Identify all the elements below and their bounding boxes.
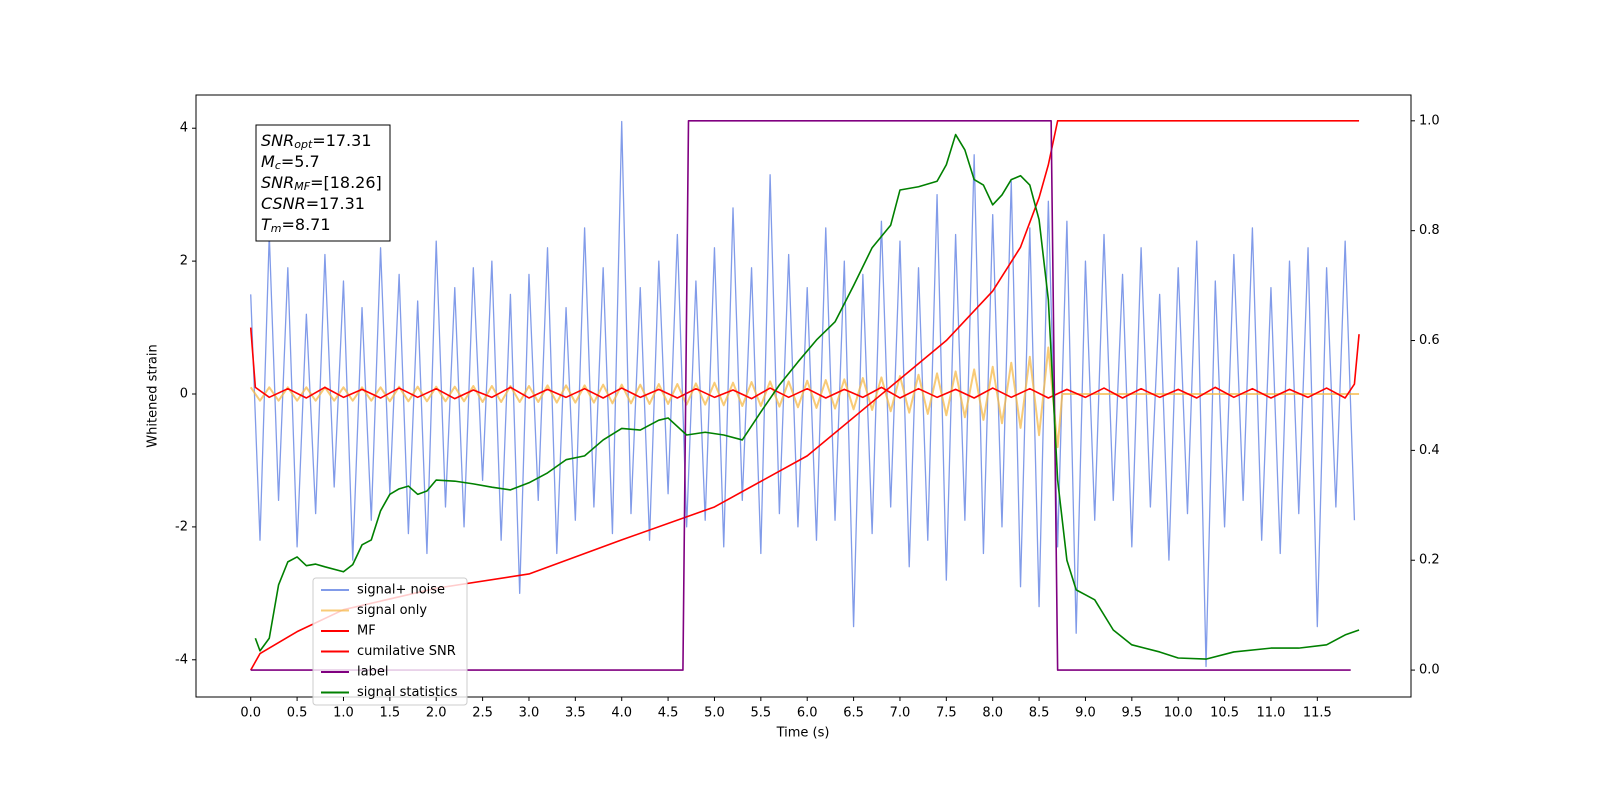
x-axis-label: Time (s) bbox=[776, 726, 830, 741]
legend-box bbox=[312, 577, 468, 706]
annotation-base: CSNR bbox=[261, 194, 306, 213]
x-tick-label: 5.5 bbox=[750, 706, 771, 721]
y-axis-label: Whitened strain bbox=[146, 344, 161, 447]
legend-label: signal+ noise bbox=[357, 583, 445, 598]
annotation: Mc=5.7 bbox=[261, 152, 320, 173]
series-line bbox=[254, 133, 1360, 660]
annotation-base: SNR bbox=[261, 173, 294, 192]
annotation: SNRopt=17.31 bbox=[261, 131, 372, 152]
annotation-text: =17.31 bbox=[306, 194, 365, 213]
annotation: SNRMF=[18.26] bbox=[261, 173, 382, 194]
x-tick-label: 2.0 bbox=[426, 706, 447, 721]
x-tick-label: 6.0 bbox=[797, 706, 818, 721]
y-tick-label: -2 bbox=[175, 519, 188, 534]
y-tick-label: -4 bbox=[175, 652, 188, 667]
x-tick-label: 8.5 bbox=[1029, 706, 1050, 721]
annotation-sub: opt bbox=[294, 138, 313, 151]
y-tick-label: 4 bbox=[180, 121, 188, 136]
annotation-text: =17.31 bbox=[312, 131, 371, 150]
y2-tick-label: 0.2 bbox=[1419, 553, 1440, 568]
series-line bbox=[250, 120, 1356, 668]
x-tick-label: 0.5 bbox=[287, 706, 308, 721]
annotation-text: =8.71 bbox=[282, 215, 331, 234]
annotation-base: SNR bbox=[261, 131, 294, 150]
x-tick-label: 9.5 bbox=[1121, 706, 1142, 721]
annotation-text: =5.7 bbox=[281, 152, 320, 171]
annotation: Tm=8.71 bbox=[261, 215, 331, 236]
overlay: SNRopt=17.31Mc=5.7SNRMF=[18.26]CSNR=17.3… bbox=[255, 124, 468, 706]
legend-label: label bbox=[357, 665, 388, 680]
x-tick-label: 11.5 bbox=[1303, 706, 1332, 721]
x-tick-label: 3.0 bbox=[519, 706, 540, 721]
x-tick-label: 10.0 bbox=[1164, 706, 1193, 721]
annotation-base: T bbox=[261, 215, 272, 234]
x-tick-label: 4.0 bbox=[611, 706, 632, 721]
x-tick-label: 7.5 bbox=[936, 706, 957, 721]
annotation-sub: MF bbox=[294, 180, 310, 193]
x-tick-label: 3.5 bbox=[565, 706, 586, 721]
legend-label: signal statistics bbox=[357, 685, 458, 700]
legend-label: signal only bbox=[357, 603, 427, 618]
x-tick-label: 8.0 bbox=[982, 706, 1003, 721]
annotation-sub: c bbox=[275, 159, 281, 172]
x-tick-label: 4.5 bbox=[658, 706, 679, 721]
plot-area bbox=[249, 120, 1360, 671]
y2-tick-label: 0.6 bbox=[1419, 333, 1440, 348]
x-tick-label: 1.5 bbox=[379, 706, 400, 721]
y-tick-label: 2 bbox=[180, 254, 188, 269]
x-tick-label: 5.0 bbox=[704, 706, 725, 721]
series-line bbox=[249, 346, 1360, 449]
annotation-text: =[18.26] bbox=[310, 173, 382, 192]
x-tick-label: 6.5 bbox=[843, 706, 864, 721]
x-tick-label: 10.5 bbox=[1210, 706, 1239, 721]
y2-tick-label: 0.8 bbox=[1419, 223, 1440, 238]
y2-tick-label: 0.0 bbox=[1419, 663, 1440, 678]
x-tick-label: 2.5 bbox=[472, 706, 493, 721]
annotation-box bbox=[255, 124, 391, 242]
x-tick-label: 9.0 bbox=[1075, 706, 1096, 721]
x-tick-label: 0.0 bbox=[240, 706, 261, 721]
legend-label: cumilative SNR bbox=[357, 644, 456, 659]
x-tick-label: 1.0 bbox=[333, 706, 354, 721]
y2-tick-label: 0.4 bbox=[1419, 443, 1440, 458]
legend-label: MF bbox=[357, 624, 376, 639]
annotation: CSNR=17.31 bbox=[261, 194, 365, 213]
x-tick-label: 11.0 bbox=[1256, 706, 1285, 721]
y-tick-label: 0 bbox=[180, 387, 188, 402]
series-line bbox=[249, 327, 1360, 400]
y2-tick-label: 1.0 bbox=[1419, 113, 1440, 128]
series-line bbox=[250, 120, 1351, 671]
annotation-base: M bbox=[261, 152, 275, 171]
annotation-sub: m bbox=[271, 222, 282, 235]
x-tick-label: 7.0 bbox=[890, 706, 911, 721]
